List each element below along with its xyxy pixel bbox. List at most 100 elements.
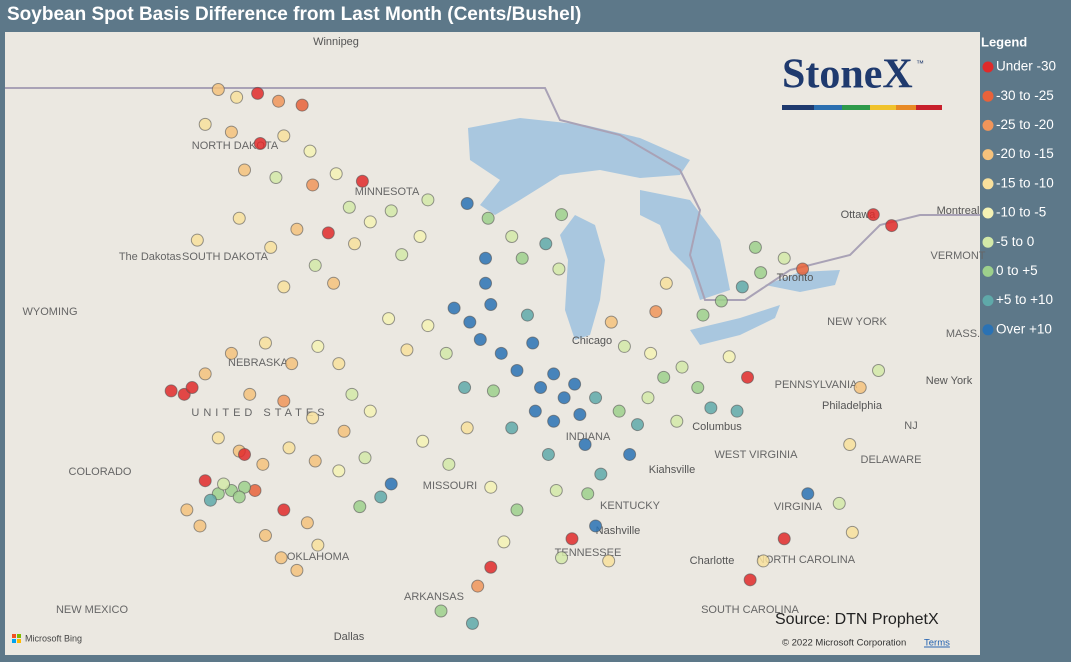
- place-label: Chicago: [572, 335, 612, 347]
- copyright: © 2022 Microsoft Corporation: [782, 638, 906, 649]
- basis-point: [203, 493, 217, 507]
- basis-point: [439, 346, 453, 360]
- basis-point: [541, 447, 555, 461]
- basis-point: [308, 454, 322, 468]
- lake-michigan: [560, 215, 605, 340]
- basis-point: [395, 248, 409, 262]
- basis-point: [534, 381, 548, 395]
- basis-point: [696, 308, 710, 322]
- basis-point: [421, 193, 435, 207]
- basis-point: [565, 532, 579, 546]
- place-label: PENNSYLVANIA: [775, 379, 858, 391]
- basis-point: [730, 404, 744, 418]
- place-label: New York: [926, 375, 973, 387]
- logo-square: [17, 634, 21, 638]
- basis-point: [479, 251, 493, 265]
- basis-point: [180, 503, 194, 517]
- basis-point: [198, 474, 212, 488]
- basis-point: [484, 560, 498, 574]
- basis-point: [505, 421, 519, 435]
- basis-point: [224, 346, 238, 360]
- basis-point: [224, 125, 238, 139]
- place-label: UNITED STATES: [191, 407, 328, 419]
- basis-point: [885, 219, 899, 233]
- place-label: KENTUCKY: [600, 500, 661, 512]
- place-label: Philadelphia: [822, 400, 883, 412]
- basis-point: [777, 532, 791, 546]
- basis-point: [555, 551, 569, 565]
- basis-point: [348, 237, 362, 251]
- lakes: [468, 118, 840, 345]
- basis-point: [644, 346, 658, 360]
- basis-point: [578, 438, 592, 452]
- basis-point: [465, 616, 479, 630]
- logo-stripe: [916, 105, 942, 110]
- basis-point: [494, 346, 508, 360]
- legend: Under -30 -30 to -25 -25 to -20 -20 to -15 -…: [982, 59, 1056, 336]
- basis-point: [230, 90, 244, 104]
- logo-square: [12, 639, 16, 643]
- basis-point: [552, 262, 566, 276]
- legend-swatch: [982, 207, 994, 219]
- place-label: WEST VIRGINIA: [715, 449, 799, 461]
- terms-link[interactable]: Terms: [924, 638, 950, 649]
- basis-point: [238, 163, 251, 177]
- basis-point: [471, 579, 485, 593]
- basis-point: [290, 563, 304, 577]
- basis-point: [382, 312, 396, 326]
- legend-swatch: [982, 295, 994, 307]
- place-label: NEBRASKA: [228, 357, 289, 369]
- place-label: NORTH CAROLINA: [757, 554, 856, 566]
- place-label: Dallas: [334, 631, 365, 643]
- basis-point: [631, 418, 644, 432]
- basis-point: [547, 414, 561, 428]
- logo-stripe: [870, 105, 896, 110]
- place-label: VERMONT: [931, 250, 986, 262]
- place-label: DELAWARE: [861, 454, 922, 466]
- basis-point: [277, 503, 291, 517]
- basis-point: [277, 280, 291, 294]
- place-label: INDIANA: [566, 431, 611, 443]
- basis-point: [337, 424, 351, 438]
- logo-square: [12, 634, 16, 638]
- basis-point: [604, 315, 618, 329]
- basis-point: [505, 230, 519, 244]
- basis-point: [332, 357, 346, 371]
- legend-label: -5 to 0: [996, 234, 1034, 249]
- basis-point: [741, 370, 755, 384]
- lake-ontario: [765, 270, 840, 292]
- legend-label: 0 to +5: [996, 263, 1038, 278]
- basis-point: [416, 434, 430, 448]
- basis-point: [594, 467, 608, 481]
- legend-label: -20 to -15: [996, 146, 1054, 161]
- basis-point: [384, 204, 398, 218]
- basis-point: [232, 490, 246, 504]
- place-label: Kiahsville: [649, 464, 695, 476]
- basis-point: [641, 391, 655, 405]
- basis-point: [845, 525, 859, 539]
- basis-point: [843, 438, 857, 452]
- basis-point: [400, 343, 414, 357]
- basis-point: [353, 500, 367, 514]
- basis-point: [321, 226, 335, 240]
- legend-label: Under -30: [996, 59, 1056, 74]
- legend-swatch: [982, 178, 994, 190]
- place-label: ARKANSAS: [404, 591, 464, 603]
- basis-point: [853, 381, 867, 395]
- place-label: WYOMING: [23, 306, 78, 318]
- basis-point: [251, 86, 265, 100]
- basis-point: [704, 401, 718, 415]
- lake-huron: [640, 190, 730, 300]
- basis-point: [777, 251, 791, 265]
- basis-point: [458, 381, 472, 395]
- legend-swatch: [982, 324, 994, 336]
- basis-point: [211, 83, 225, 97]
- basis-point: [306, 411, 320, 425]
- basis-point: [549, 483, 563, 497]
- basis-point: [714, 294, 728, 308]
- source: Source: DTN ProphetX: [775, 611, 939, 628]
- lake-erie: [690, 305, 780, 345]
- basis-point: [421, 319, 435, 333]
- basis-point: [332, 464, 346, 478]
